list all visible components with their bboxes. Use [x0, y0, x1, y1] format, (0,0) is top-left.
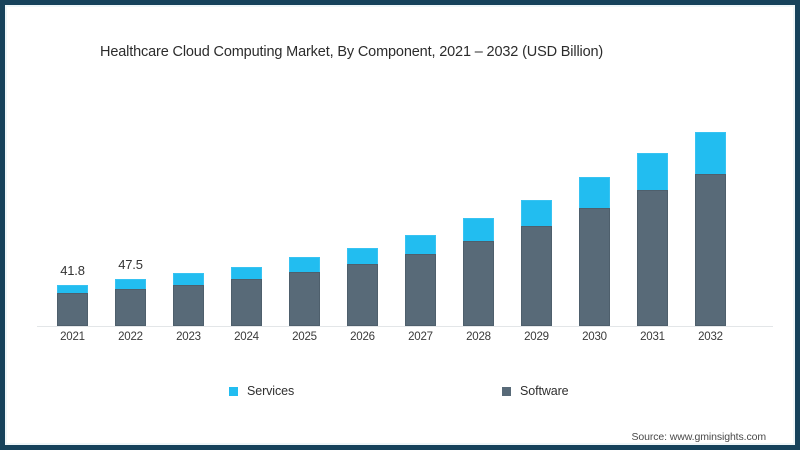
- legend-label-software: Software: [520, 384, 569, 398]
- bar-segment-software[interactable]: [695, 174, 726, 326]
- x-axis-tick-2024: 2024: [234, 331, 259, 343]
- plot-area: 41.8 47.5: [37, 87, 777, 327]
- x-axis-tick-2026: 2026: [350, 331, 375, 343]
- bar-segment-software[interactable]: [521, 226, 552, 326]
- bar-segment-services[interactable]: [231, 266, 262, 280]
- x-axis-tick-2028: 2028: [466, 331, 491, 343]
- source-attribution: Source: www.gminsights.com: [631, 431, 766, 443]
- x-axis-tick-2023: 2023: [176, 331, 201, 343]
- bar-series-container: 41.8 47.5: [37, 88, 777, 326]
- x-axis-tick-2025: 2025: [292, 331, 317, 343]
- x-axis-tick-2022: 2022: [118, 331, 143, 343]
- bar-value-label: 41.8: [60, 262, 85, 278]
- legend-swatch-services-icon: [229, 386, 238, 396]
- bar-segment-software[interactable]: [57, 292, 88, 326]
- x-axis-tick-2031: 2031: [640, 331, 665, 343]
- x-axis-tick-2021: 2021: [60, 331, 85, 343]
- legend-item-services[interactable]: Services: [229, 384, 294, 398]
- bar-segment-services[interactable]: [637, 153, 668, 190]
- x-axis-tick-2030: 2030: [582, 331, 607, 343]
- bar-segment-services[interactable]: [463, 218, 494, 242]
- bar-value-label: 47.5: [118, 256, 143, 272]
- bar-segment-software[interactable]: [579, 208, 610, 326]
- axis-baseline: [37, 326, 773, 327]
- x-axis-tick-2029: 2029: [524, 331, 549, 343]
- bar-segment-software[interactable]: [231, 279, 262, 326]
- x-axis-tick-2027: 2027: [408, 331, 433, 343]
- bar-segment-services[interactable]: [521, 199, 552, 227]
- bar-segment-services[interactable]: [57, 284, 88, 293]
- chart-canvas: Healthcare Cloud Computing Market, By Co…: [7, 7, 793, 443]
- chart-legend: Services Software: [7, 384, 793, 406]
- legend-label-services: Services: [247, 384, 295, 398]
- bar-segment-software[interactable]: [347, 264, 378, 326]
- bar-segment-services[interactable]: [405, 234, 436, 255]
- legend-swatch-software-icon: [502, 386, 511, 396]
- bar-segment-software[interactable]: [637, 189, 668, 326]
- legend-item-software[interactable]: Software: [502, 384, 569, 398]
- bar-segment-software[interactable]: [289, 271, 320, 326]
- bar-segment-services[interactable]: [695, 131, 726, 175]
- bar-segment-software[interactable]: [115, 289, 146, 326]
- bar-segment-services[interactable]: [347, 247, 378, 265]
- bar-segment-services[interactable]: [289, 257, 320, 272]
- bar-segment-services[interactable]: [115, 278, 146, 290]
- bar-segment-services[interactable]: [579, 177, 610, 208]
- bar-segment-software[interactable]: [173, 284, 204, 326]
- bar-segment-software[interactable]: [405, 254, 436, 326]
- x-axis-tick-2032: 2032: [698, 331, 723, 343]
- bar-segment-software[interactable]: [463, 241, 494, 326]
- x-axis-tick-labels: 2021 2022 2023 2024 2025 2026 2027 2028 2029 2030…: [37, 329, 777, 349]
- bar-segment-services[interactable]: [173, 273, 204, 285]
- chart-title: Healthcare Cloud Computing Market, By Co…: [100, 44, 604, 60]
